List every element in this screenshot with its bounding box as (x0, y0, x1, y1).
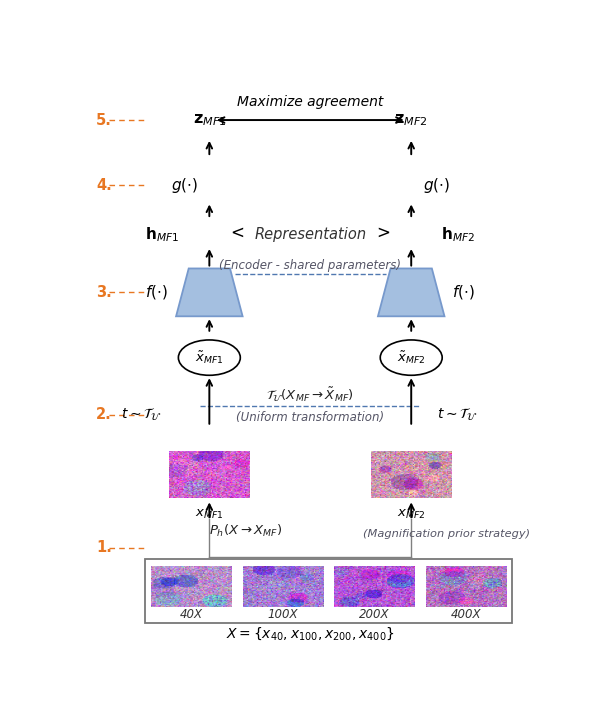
Text: $\tilde{x}_{MF1}$: $\tilde{x}_{MF1}$ (195, 349, 224, 366)
Ellipse shape (178, 340, 240, 376)
Text: (Uniform transformation): (Uniform transformation) (236, 412, 384, 424)
Text: 3.: 3. (96, 285, 112, 300)
Text: 200X: 200X (359, 609, 390, 621)
FancyBboxPatch shape (145, 558, 512, 623)
Text: Representation: Representation (254, 227, 366, 241)
Text: <: < (230, 224, 244, 242)
Text: $X = \{x_{40}, x_{100}, x_{200}, x_{400}\}$: $X = \{x_{40}, x_{100}, x_{200}, x_{400}… (226, 625, 395, 642)
Text: $t \sim \mathcal{T}_{\mathcal{U}}$: $t \sim \mathcal{T}_{\mathcal{U}}$ (121, 407, 162, 423)
Text: 100X: 100X (268, 609, 298, 621)
Text: 2.: 2. (96, 407, 112, 422)
Text: (Encoder - shared parameters): (Encoder - shared parameters) (219, 259, 401, 273)
Text: >: > (377, 224, 391, 242)
Polygon shape (378, 268, 445, 316)
Text: 400X: 400X (451, 609, 481, 621)
Polygon shape (176, 268, 243, 316)
Text: $g(\cdot)$: $g(\cdot)$ (170, 176, 198, 195)
Text: (Magnification prior strategy): (Magnification prior strategy) (363, 530, 530, 539)
Text: $g(\cdot)$: $g(\cdot)$ (423, 176, 450, 195)
Text: $t \sim \mathcal{T}_{\mathcal{U}}$: $t \sim \mathcal{T}_{\mathcal{U}}$ (437, 407, 478, 423)
Text: $\mathbf{h}_{MF2}$: $\mathbf{h}_{MF2}$ (441, 225, 475, 244)
Text: 1.: 1. (96, 540, 112, 556)
Text: Maximize agreement: Maximize agreement (237, 95, 384, 109)
Text: 40X: 40X (179, 609, 202, 621)
Text: $f(\cdot)$: $f(\cdot)$ (452, 283, 475, 301)
Text: 5.: 5. (96, 112, 112, 128)
Text: $x_{MF2}$: $x_{MF2}$ (397, 508, 426, 521)
Text: $\mathcal{T}_{\mathcal{U}}(X_{MF} \rightarrow \tilde{X}_{MF})$: $\mathcal{T}_{\mathcal{U}}(X_{MF} \right… (266, 385, 354, 405)
Text: $P_h(X \rightarrow X_{MF})$: $P_h(X \rightarrow X_{MF})$ (210, 523, 283, 539)
Ellipse shape (380, 340, 442, 376)
Text: $f(\cdot)$: $f(\cdot)$ (146, 283, 168, 301)
Text: $\mathbf{h}_{MF1}$: $\mathbf{h}_{MF1}$ (146, 225, 179, 244)
Text: $\mathbf{z}_{MF1}$: $\mathbf{z}_{MF1}$ (192, 112, 226, 128)
Text: $\tilde{x}_{MF2}$: $\tilde{x}_{MF2}$ (397, 349, 426, 366)
Text: $x_{MF1}$: $x_{MF1}$ (195, 508, 224, 521)
Text: 4.: 4. (96, 178, 112, 193)
Text: $\mathbf{z}_{MF2}$: $\mathbf{z}_{MF2}$ (394, 112, 428, 128)
